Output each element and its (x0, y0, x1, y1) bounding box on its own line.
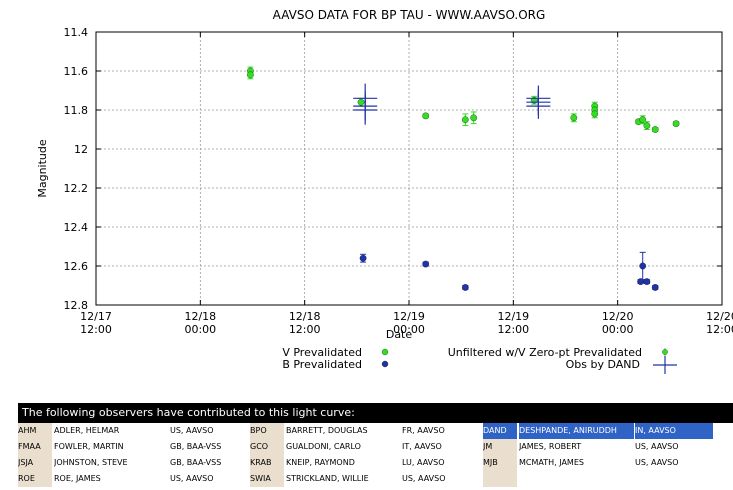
data-point (422, 260, 430, 268)
y-tick-label: 12.8 (64, 299, 89, 312)
x-tick-label: 00:00 (184, 323, 216, 336)
y-tick-label: 11.8 (64, 104, 89, 117)
observer-org: US, AAVSO (635, 442, 679, 451)
observer-org: US, AAVSO (402, 474, 446, 483)
x-tick-label: 00:00 (393, 323, 425, 336)
observers-header: The following observers have contributed… (18, 403, 733, 423)
data-point (591, 110, 599, 118)
observer-name: GUALDONI, CARLO (286, 442, 361, 451)
x-tick-label: 12:00 (497, 323, 529, 336)
observer-code (483, 471, 517, 487)
data-point (651, 284, 659, 291)
observer-name: BARRETT, DOUGLAS (286, 426, 368, 435)
observer-code: MJB (483, 455, 517, 471)
observer-code: DAND (483, 423, 517, 439)
observer-org (635, 471, 713, 487)
data-point (381, 360, 389, 368)
data-point (422, 112, 430, 120)
chart-svg: AAVSO DATA FOR BP TAU - WWW.AAVSO.ORG 11.… (36, 8, 733, 374)
y-tick-label: 12.2 (64, 182, 89, 195)
observer-name: DESHPANDE, ANIRUDDH (519, 423, 634, 439)
y-tick-label: 11.4 (64, 26, 89, 39)
data-point (461, 116, 469, 124)
observer-org: LU, AAVSO (402, 458, 445, 467)
observer-name: ROE, JAMES (54, 474, 101, 483)
x-tick-label: 12/20 (602, 310, 634, 323)
observer-code: FMAA (18, 439, 52, 455)
observer-name: MCMATH, JAMES (519, 458, 584, 467)
data-point (357, 98, 365, 106)
y-tick-label: 11.6 (64, 65, 89, 78)
data-point (359, 254, 367, 262)
x-tick-label: 12/18 (289, 310, 321, 323)
observer-org: IN, AAVSO (635, 423, 713, 439)
legend-label: B Prevalidated (282, 358, 362, 371)
observer-name: KNEIP, RAYMOND (286, 458, 355, 467)
observer-name: JAMES, ROBERT (519, 442, 582, 451)
x-tick-label: 12:00 (706, 323, 733, 336)
observers-grid: AHM ADLER, HELMAR US, AAVSO BPO BARRETT, DOU… (18, 423, 733, 487)
observer-org: IT, AAVSO (402, 442, 442, 451)
x-tick-label: 12/19 (497, 310, 529, 323)
observer-code: JM (483, 439, 517, 455)
observer-code: ROE (18, 471, 52, 487)
data-point (381, 348, 389, 356)
light-curve-chart: AAVSO DATA FOR BP TAU - WWW.AAVSO.ORG 11.… (36, 8, 733, 374)
data-point (470, 114, 478, 122)
y-tick-label: 12.4 (64, 221, 89, 234)
observer-name: STRICKLAND, WILLIE (286, 474, 369, 483)
data-point (247, 71, 254, 79)
x-tick-label: 12:00 (80, 323, 112, 336)
data-point (461, 284, 469, 291)
legend-label: V Prevalidated (282, 346, 362, 359)
observer-org: US, AAVSO (170, 426, 214, 435)
data-point (639, 262, 647, 270)
x-tick-label: 12:00 (289, 323, 321, 336)
observer-org: GB, BAA-VSS (170, 442, 222, 451)
y-axis-label: Magnitude (36, 139, 49, 198)
observer-name: ADLER, HELMAR (54, 426, 120, 435)
x-tick-label: 12/17 (80, 310, 112, 323)
observer-org: FR, AAVSO (402, 426, 445, 435)
observer-code: KRAB (250, 455, 284, 471)
observer-code: SWIA (250, 471, 284, 487)
observer-code: AHM (18, 423, 52, 439)
observer-name: FOWLER, MARTIN (54, 442, 124, 451)
y-tick-label: 12.6 (64, 260, 89, 273)
observer-code: JSJA (18, 455, 52, 471)
x-tick-label: 00:00 (602, 323, 634, 336)
observer-org: GB, BAA-VSS (170, 458, 222, 467)
x-tick-label: 12/18 (184, 310, 216, 323)
plot-frame (95, 31, 723, 306)
data-point (570, 114, 578, 122)
data-point (643, 278, 651, 285)
x-tick-label: 12/20 (706, 310, 733, 323)
observers-panel: The following observers have contributed… (18, 403, 733, 487)
legend-label: Unfiltered w/V Zero-pt Prevalidated (448, 346, 642, 359)
observer-org: US, AAVSO (635, 458, 679, 467)
x-axis-label: Date (386, 328, 413, 341)
chart-title: AAVSO DATA FOR BP TAU - WWW.AAVSO.ORG (273, 8, 546, 22)
x-tick-label: 12/19 (393, 310, 425, 323)
data-point (643, 122, 651, 129)
data-point (672, 120, 680, 128)
observer-name (519, 471, 634, 487)
y-tick-label: 12 (74, 143, 88, 156)
observer-code: GCO (250, 439, 284, 455)
data-point (651, 126, 659, 133)
data-point (662, 349, 668, 355)
observer-name: JOHNSTON, STEVE (54, 458, 128, 467)
legend-label: Obs by DAND (566, 358, 640, 371)
observer-code: BPO (250, 423, 284, 439)
observer-org: US, AAVSO (170, 474, 214, 483)
